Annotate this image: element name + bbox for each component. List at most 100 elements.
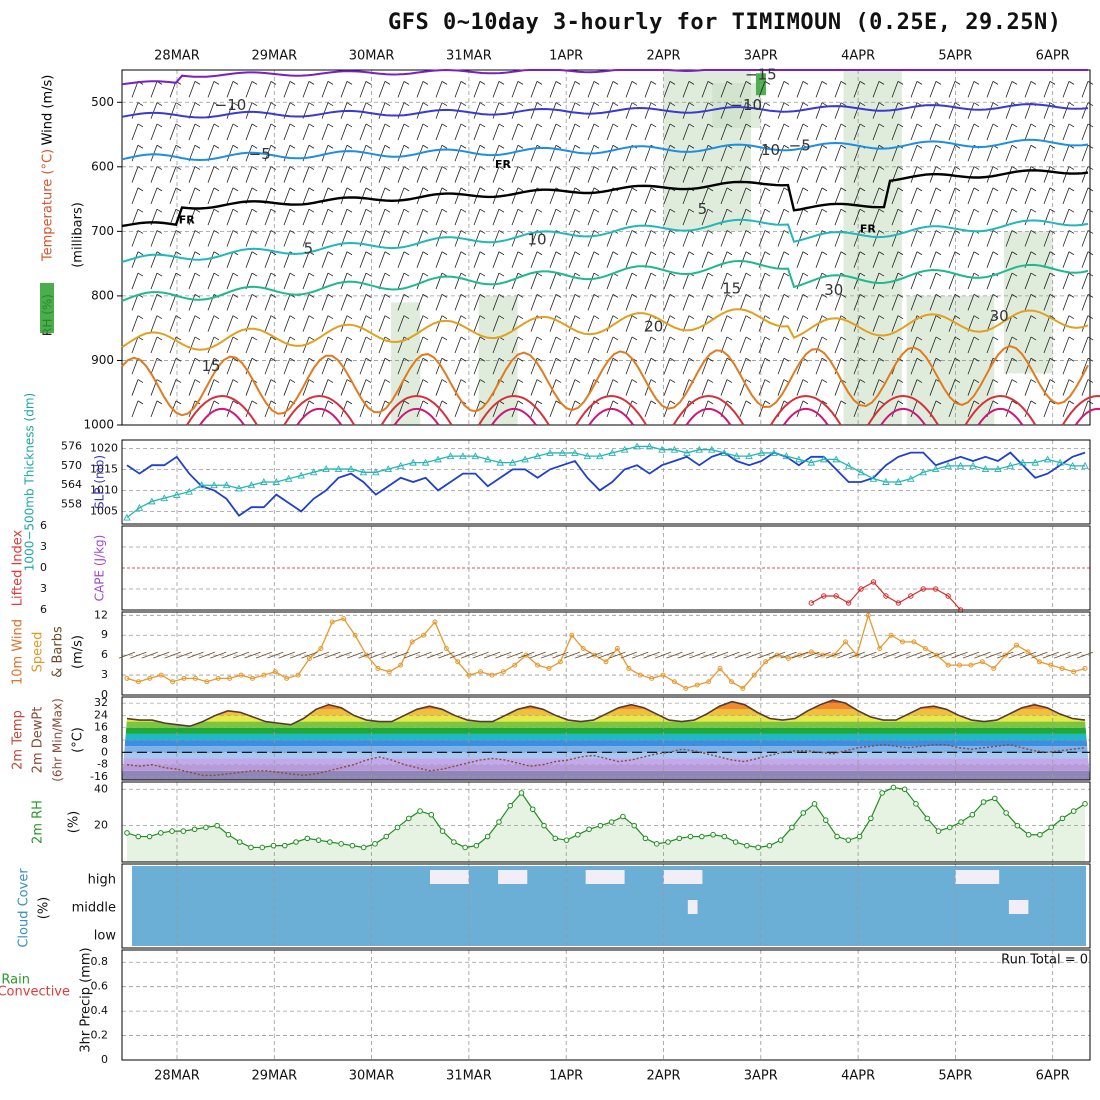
ylabel-minmax: (6hr Min/Max) [51, 698, 65, 782]
wind-barb-flag [232, 123, 239, 128]
wind-barb [796, 187, 804, 205]
wind-barb [568, 209, 576, 226]
wind-barb [321, 272, 329, 290]
wind-barb-flag [441, 230, 448, 234]
wind-barb [511, 251, 519, 268]
wind-barb-flag [783, 166, 790, 170]
wind-barb [739, 400, 747, 418]
wind-barb-flag [156, 357, 163, 362]
wind-barb [606, 81, 614, 98]
wind-barb-flag [726, 315, 733, 320]
thickness-point [359, 468, 368, 476]
wind-barb [150, 294, 158, 311]
wind-barb [644, 230, 652, 247]
surface-wind-barb [746, 651, 763, 659]
thickness-point [496, 458, 505, 466]
thickness-point [1019, 458, 1027, 466]
wind-barb-flag [897, 166, 904, 170]
wind-barb [378, 315, 386, 332]
wind-barb-flag [1087, 81, 1094, 85]
wind-barb-flag [175, 400, 182, 405]
wind-barb-flag [783, 123, 790, 128]
thickness-point [284, 474, 293, 482]
wind-barb-flag [726, 294, 733, 298]
wind-barb [625, 315, 633, 332]
wind-barb-flag [194, 102, 201, 107]
wind-barb [1062, 145, 1070, 162]
wind-barb [340, 81, 348, 98]
wind-barb-flag [593, 208, 600, 213]
wind-barb-flag [631, 208, 638, 213]
wind-barb-flag [251, 166, 258, 170]
wind-barb-flag [365, 294, 372, 298]
wind-barb-flag [745, 187, 752, 192]
wind-barb-flag [403, 272, 410, 277]
wind-barb-flag [384, 81, 391, 85]
wind-barb-flag [1011, 400, 1018, 405]
wind-barb [511, 272, 519, 290]
wind-barb-flag [365, 272, 372, 277]
wind-barb [834, 379, 842, 396]
wind-barb [1062, 400, 1070, 418]
wind-barb-flag [859, 102, 866, 107]
wind-barb [853, 123, 861, 141]
wind-barb [530, 166, 538, 183]
thickness-point [707, 445, 716, 453]
wind-barb-flag [232, 102, 239, 107]
wind-barb [321, 358, 329, 375]
wind-barb [644, 81, 652, 98]
surface-wind-barb [392, 651, 409, 659]
wind-barb-flag [1087, 357, 1094, 362]
dewpoint-line [126, 743, 1086, 777]
wind-barb [340, 336, 348, 354]
wind-barb [1024, 230, 1032, 247]
wind-barb [473, 294, 481, 311]
wind-barb-flag [327, 187, 334, 192]
wind-barb [207, 358, 215, 375]
wind-barb-flag [555, 208, 562, 213]
wind-barb [834, 166, 842, 183]
wind-barb-flag [745, 315, 752, 320]
wind-barb-flag [460, 123, 467, 128]
wind-barb-flag [745, 208, 752, 213]
wind-barb [568, 166, 576, 183]
wind-barb-flag [840, 166, 847, 170]
wind-barb-flag [175, 251, 182, 256]
wind-barb [701, 272, 709, 290]
wind-barb-flag [365, 336, 372, 341]
wind-barb-flag [403, 379, 410, 383]
wind-barb [283, 123, 291, 141]
wind-barb [948, 102, 956, 119]
thickness-point [521, 455, 529, 463]
contour-plus25 [1061, 395, 1100, 426]
wind-barb [378, 166, 386, 183]
wind-barb [834, 209, 842, 226]
wind-barb-flag [821, 166, 828, 170]
wind-barb-flag [384, 357, 391, 362]
surface-wind-barb [860, 651, 877, 659]
surface-wind-barb [255, 651, 272, 659]
wind-barb-flag [137, 272, 144, 277]
wind-barb-flag [1068, 357, 1075, 362]
wind-barb-flag [308, 294, 315, 298]
rh-point [676, 835, 683, 842]
wind-barb [758, 81, 766, 98]
wind-barb [910, 358, 918, 375]
surface-wind-barb [426, 651, 444, 659]
wind-barb-flag [954, 187, 961, 192]
ylabel-cape: CAPE (J/kg) [93, 535, 107, 602]
wind-barb-flag [878, 379, 885, 383]
wind-barb-flag [821, 144, 828, 149]
wind-barb-flag [479, 272, 486, 277]
wind-barb-flag [308, 379, 315, 383]
wind-speed-point [557, 659, 563, 665]
wind-speed-point [900, 639, 906, 645]
wind-barb [891, 315, 899, 332]
wind-barb [872, 358, 880, 375]
wind-barb-flag [1068, 379, 1075, 383]
wind-barb [929, 315, 937, 332]
wind-barb [245, 294, 253, 311]
surface-wind-barb [723, 651, 740, 659]
wind-barb-flag [935, 144, 942, 149]
wind-barb-flag [916, 166, 923, 170]
